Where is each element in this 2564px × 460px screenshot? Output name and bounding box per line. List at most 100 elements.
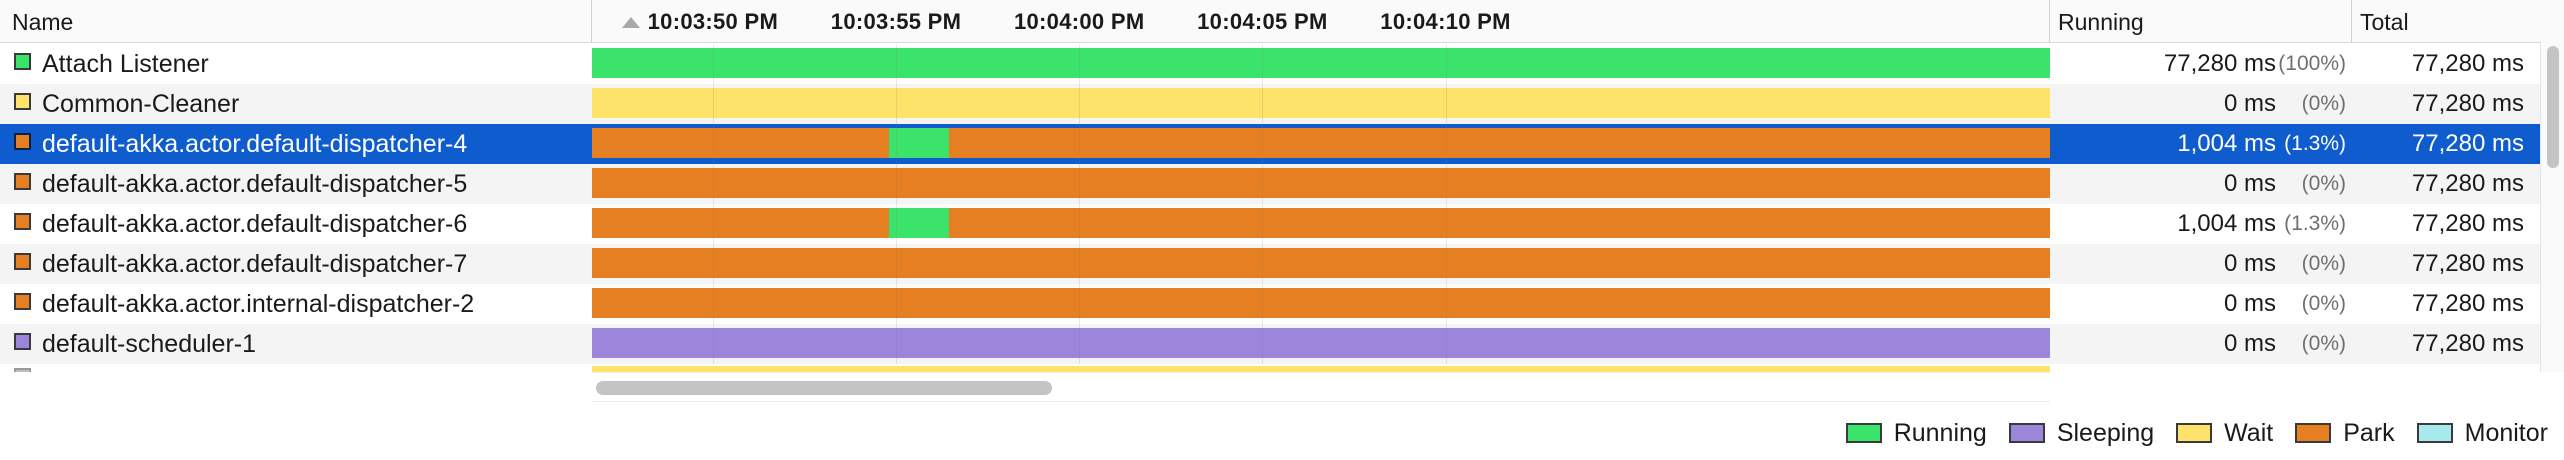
- timeline-tick-label: 10:04:00 PM: [1013, 9, 1145, 34]
- running-time-percent: (1.3%): [2284, 132, 2346, 155]
- thread-timeline-cell[interactable]: [592, 124, 2050, 164]
- thread-name-cell[interactable]: default-akka.actor.internal-dispatcher-2: [0, 284, 592, 324]
- table-row[interactable]: default-akka.actor.internal-dispatcher-2…: [0, 284, 2540, 324]
- thread-timeline-cell[interactable]: [592, 324, 2050, 364]
- state-legend: Running Sleeping Wait Park Monitor: [1824, 416, 2548, 450]
- state-segment-running: [889, 208, 950, 238]
- thread-name-cell[interactable]: default-scheduler-1: [0, 324, 592, 364]
- legend-item-monitor: Monitor: [2416, 418, 2548, 448]
- thread-timeline-cell[interactable]: [592, 204, 2050, 244]
- timeline-gridline: [1445, 84, 1447, 124]
- thread-state-swatch: [14, 368, 31, 372]
- running-time-value: 0 ms: [2223, 170, 2276, 197]
- timeline-gridline: [1445, 324, 1447, 364]
- total-time-value: 77,280 ms: [2411, 330, 2524, 357]
- table-row[interactable]: default-akka.actor.default-dispatcher-6 1…: [0, 204, 2540, 244]
- table-row[interactable]: default-scheduler-1 0 ms (0%) 77,280 ms: [0, 324, 2540, 364]
- running-time-cell: 0 ms (0%): [2052, 84, 2352, 124]
- table-row[interactable]: default-akka.actor.default-dispatcher-5 0…: [0, 164, 2540, 204]
- timeline-column-header[interactable]: 10:03:50 PM 10:03:55 PM 10:04:00 PM 10:04:0…: [592, 0, 2050, 42]
- running-time-cell: 1,004 ms (1.3%): [2052, 124, 2352, 164]
- timeline-gridline: [1262, 124, 1264, 164]
- running-time-percent: (0%): [2301, 172, 2346, 195]
- thread-timeline-cell[interactable]: [592, 84, 2050, 124]
- thread-name-cell[interactable]: default-akka.actor.default-dispatcher-7: [0, 244, 592, 284]
- legend-label: Sleeping: [2056, 418, 2155, 447]
- table-row[interactable]: default-akka.actor.default-dispatcher-7 0…: [0, 244, 2540, 284]
- sort-ascending-icon[interactable]: [622, 17, 640, 28]
- thread-timeline-cell[interactable]: [592, 44, 2050, 84]
- state-segment-running: [592, 48, 2050, 78]
- thread-name-cell[interactable]: default-akka.actor.default-dispatcher-6: [0, 204, 592, 244]
- timeline-gridline: [1262, 244, 1264, 284]
- running-time-value: 0 ms: [2223, 290, 2276, 317]
- state-segment-park: [592, 128, 890, 158]
- thread-name-cell[interactable]: default-akka.actor.default-dispatcher-4: [0, 124, 592, 164]
- thread-state-swatch: [14, 293, 31, 310]
- thread-timeline-cell[interactable]: [592, 164, 2050, 204]
- legend-label: Monitor: [2464, 418, 2548, 447]
- running-time-cell: 0 ms (0%): [2052, 164, 2352, 204]
- total-column-header[interactable]: Total: [2352, 0, 2540, 42]
- vertical-scrollbar-thumb[interactable]: [2547, 46, 2559, 168]
- state-segment-park: [949, 208, 2050, 238]
- timeline-tick-label: 10:03:50 PM: [647, 9, 779, 34]
- running-time-percent: (0%): [2301, 92, 2346, 115]
- thread-name-cell[interactable]: default-akka.actor.default-dispatcher-5: [0, 164, 592, 204]
- running-time-cell: 1,004 ms (1.3%): [2052, 204, 2352, 244]
- timeline-gridline: [896, 324, 898, 364]
- thread-timeline-bar: [592, 288, 2050, 318]
- timeline-gridline: [1445, 204, 1447, 244]
- table-row-partial: [0, 364, 592, 372]
- thread-name: default-akka.actor.default-dispatcher-7: [42, 250, 468, 278]
- total-time-value: 77,280 ms: [2411, 90, 2524, 117]
- thread-timeline-cell[interactable]: [592, 244, 2050, 284]
- timeline-gridline: [1445, 44, 1447, 84]
- timeline-gridline: [712, 164, 714, 204]
- running-time-value: 77,280 ms: [2163, 50, 2276, 77]
- timeline-gridline: [1262, 284, 1264, 324]
- timeline-gridline: [1079, 204, 1081, 244]
- legend-swatch: [2416, 423, 2453, 443]
- name-column-header[interactable]: Name: [0, 0, 592, 42]
- running-time-percent: (1.3%): [2284, 212, 2346, 235]
- table-row[interactable]: default-akka.actor.default-dispatcher-4 1…: [0, 124, 2540, 164]
- running-column-label: Running: [2058, 9, 2144, 35]
- timeline-gridline: [1079, 164, 1081, 204]
- legend-item-sleeping: Sleeping: [2008, 418, 2155, 448]
- total-time-value: 77,280 ms: [2411, 50, 2524, 77]
- timeline-gridline: [896, 84, 898, 124]
- timeline-tick-label: 10:04:10 PM: [1380, 9, 1511, 34]
- table-row[interactable]: Common-Cleaner 0 ms (0%) 77,280 ms: [0, 84, 2540, 124]
- thread-timeline-cell[interactable]: [592, 284, 2050, 324]
- thread-timeline-bar: [592, 328, 2050, 358]
- legend-swatch: [1845, 423, 1882, 443]
- running-time-cell: 0 ms (0%): [2052, 244, 2352, 284]
- running-time-percent: (0%): [2301, 252, 2346, 275]
- timeline-gridline: [1262, 164, 1264, 204]
- state-segment-sleeping: [592, 328, 2050, 358]
- running-time-value: 0 ms: [2223, 90, 2276, 117]
- thread-name-cell[interactable]: Attach Listener: [0, 44, 592, 84]
- timeline-gridline: [1079, 284, 1081, 324]
- timeline-gridline: [1079, 84, 1081, 124]
- thread-state-swatch: [14, 93, 31, 110]
- table-row[interactable]: Attach Listener 77,280 ms (100%) 77,280 ms: [0, 44, 2540, 84]
- timeline-gridline: [1445, 284, 1447, 324]
- timeline-tick-label: 10:03:55 PM: [830, 9, 962, 34]
- timeline-gridline: [1262, 204, 1264, 244]
- thread-list: Attach Listener 77,280 ms (100%) 77,280 ms C…: [0, 42, 2540, 364]
- state-segment-park: [592, 248, 2050, 278]
- horizontal-scrollbar[interactable]: [592, 372, 2050, 402]
- thread-name-cell[interactable]: Common-Cleaner: [0, 84, 592, 124]
- horizontal-scrollbar-thumb[interactable]: [596, 381, 1052, 395]
- running-column-header[interactable]: Running: [2052, 0, 2352, 42]
- running-time-value: 0 ms: [2223, 330, 2276, 357]
- timeline-gridline: [1445, 164, 1447, 204]
- timeline-gridline: [1079, 124, 1081, 164]
- thread-name: default-akka.actor.default-dispatcher-6: [42, 210, 468, 238]
- running-time-value: 0 ms: [2223, 250, 2276, 277]
- timeline-tick-label: 10:04:05 PM: [1197, 9, 1328, 34]
- vertical-scrollbar[interactable]: [2540, 42, 2564, 372]
- timeline-gridline: [896, 244, 898, 284]
